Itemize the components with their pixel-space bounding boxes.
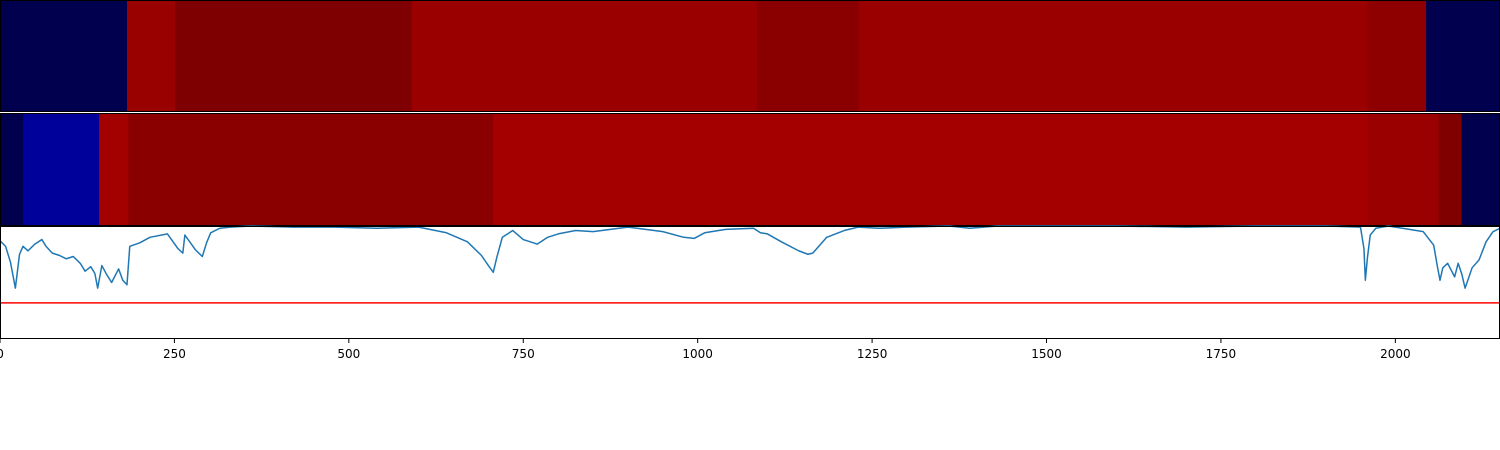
heatmap-segment-2-6 <box>1367 113 1440 226</box>
x-axis: 0 250 500 750 1000 1250 1500 1750 2000 <box>0 339 1411 361</box>
heatmap-segment-2-2 <box>23 113 100 226</box>
heatmap-segment-1-4 <box>411 0 758 112</box>
x-tick-label-250: 250 <box>163 347 186 361</box>
heatmap-segment-2-8 <box>1461 113 1500 226</box>
x-tick-label-1250: 1250 <box>857 347 888 361</box>
x-tick-label-1500: 1500 <box>1031 347 1062 361</box>
heatmap-segment-1-6 <box>858 0 1369 112</box>
heatmap-segment-2-1 <box>0 113 24 226</box>
signal-line <box>0 225 1500 289</box>
heatmap-segment-1-1 <box>0 0 128 112</box>
heatmap-segment-1-7 <box>1367 0 1427 112</box>
x-tick-label-750: 750 <box>512 347 535 361</box>
x-tick-label-2000: 2000 <box>1380 347 1411 361</box>
heatmap-strip-top <box>0 0 1500 112</box>
x-tick-label-1000: 1000 <box>682 347 713 361</box>
heatmap-segment-2-7 <box>1438 113 1463 226</box>
line-plot-panel <box>0 225 1500 304</box>
heatmap-strip-middle <box>0 113 1500 226</box>
heatmap-segment-1-2 <box>126 0 176 112</box>
heatmap-segment-2-4 <box>128 113 494 226</box>
heatmap-segment-1-5 <box>756 0 860 112</box>
x-tick-label-0: 0 <box>0 347 4 361</box>
x-tick-label-500: 500 <box>337 347 360 361</box>
heatmap-segment-2-5 <box>493 113 1369 226</box>
heatmap-segment-2-3 <box>99 113 129 226</box>
heatmap-segment-1-8 <box>1426 0 1500 112</box>
x-tick-label-1750: 1750 <box>1206 347 1237 361</box>
heatmap-segment-1-3 <box>175 0 413 112</box>
